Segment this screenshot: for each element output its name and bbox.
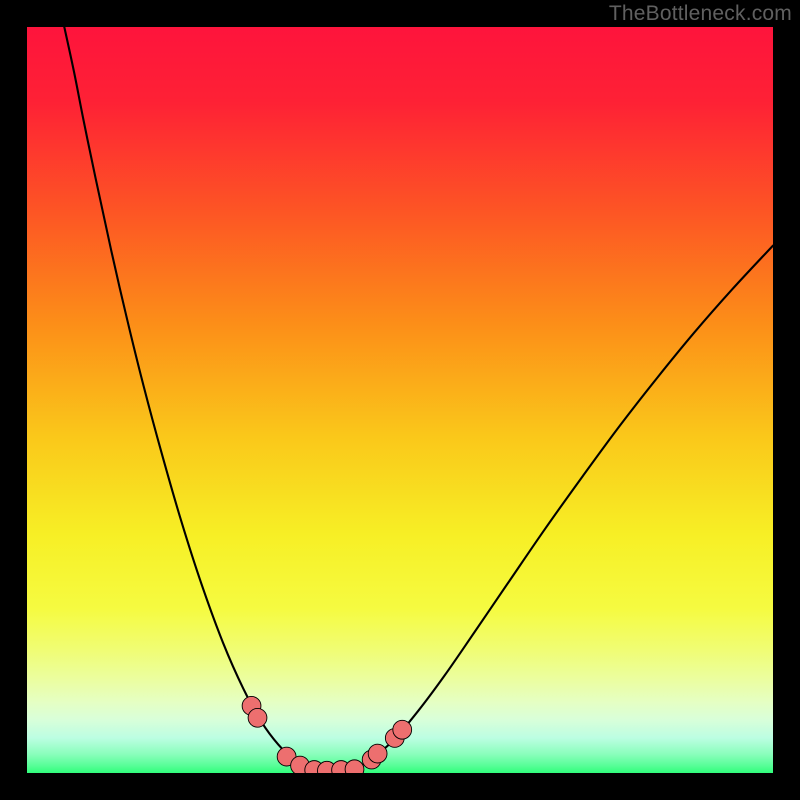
bottleneck-chart-svg <box>0 0 800 800</box>
data-marker <box>393 720 412 739</box>
gradient-panel <box>27 27 773 773</box>
chart-canvas: TheBottleneck.com <box>0 0 800 800</box>
data-marker <box>248 708 267 727</box>
data-marker <box>368 744 387 763</box>
